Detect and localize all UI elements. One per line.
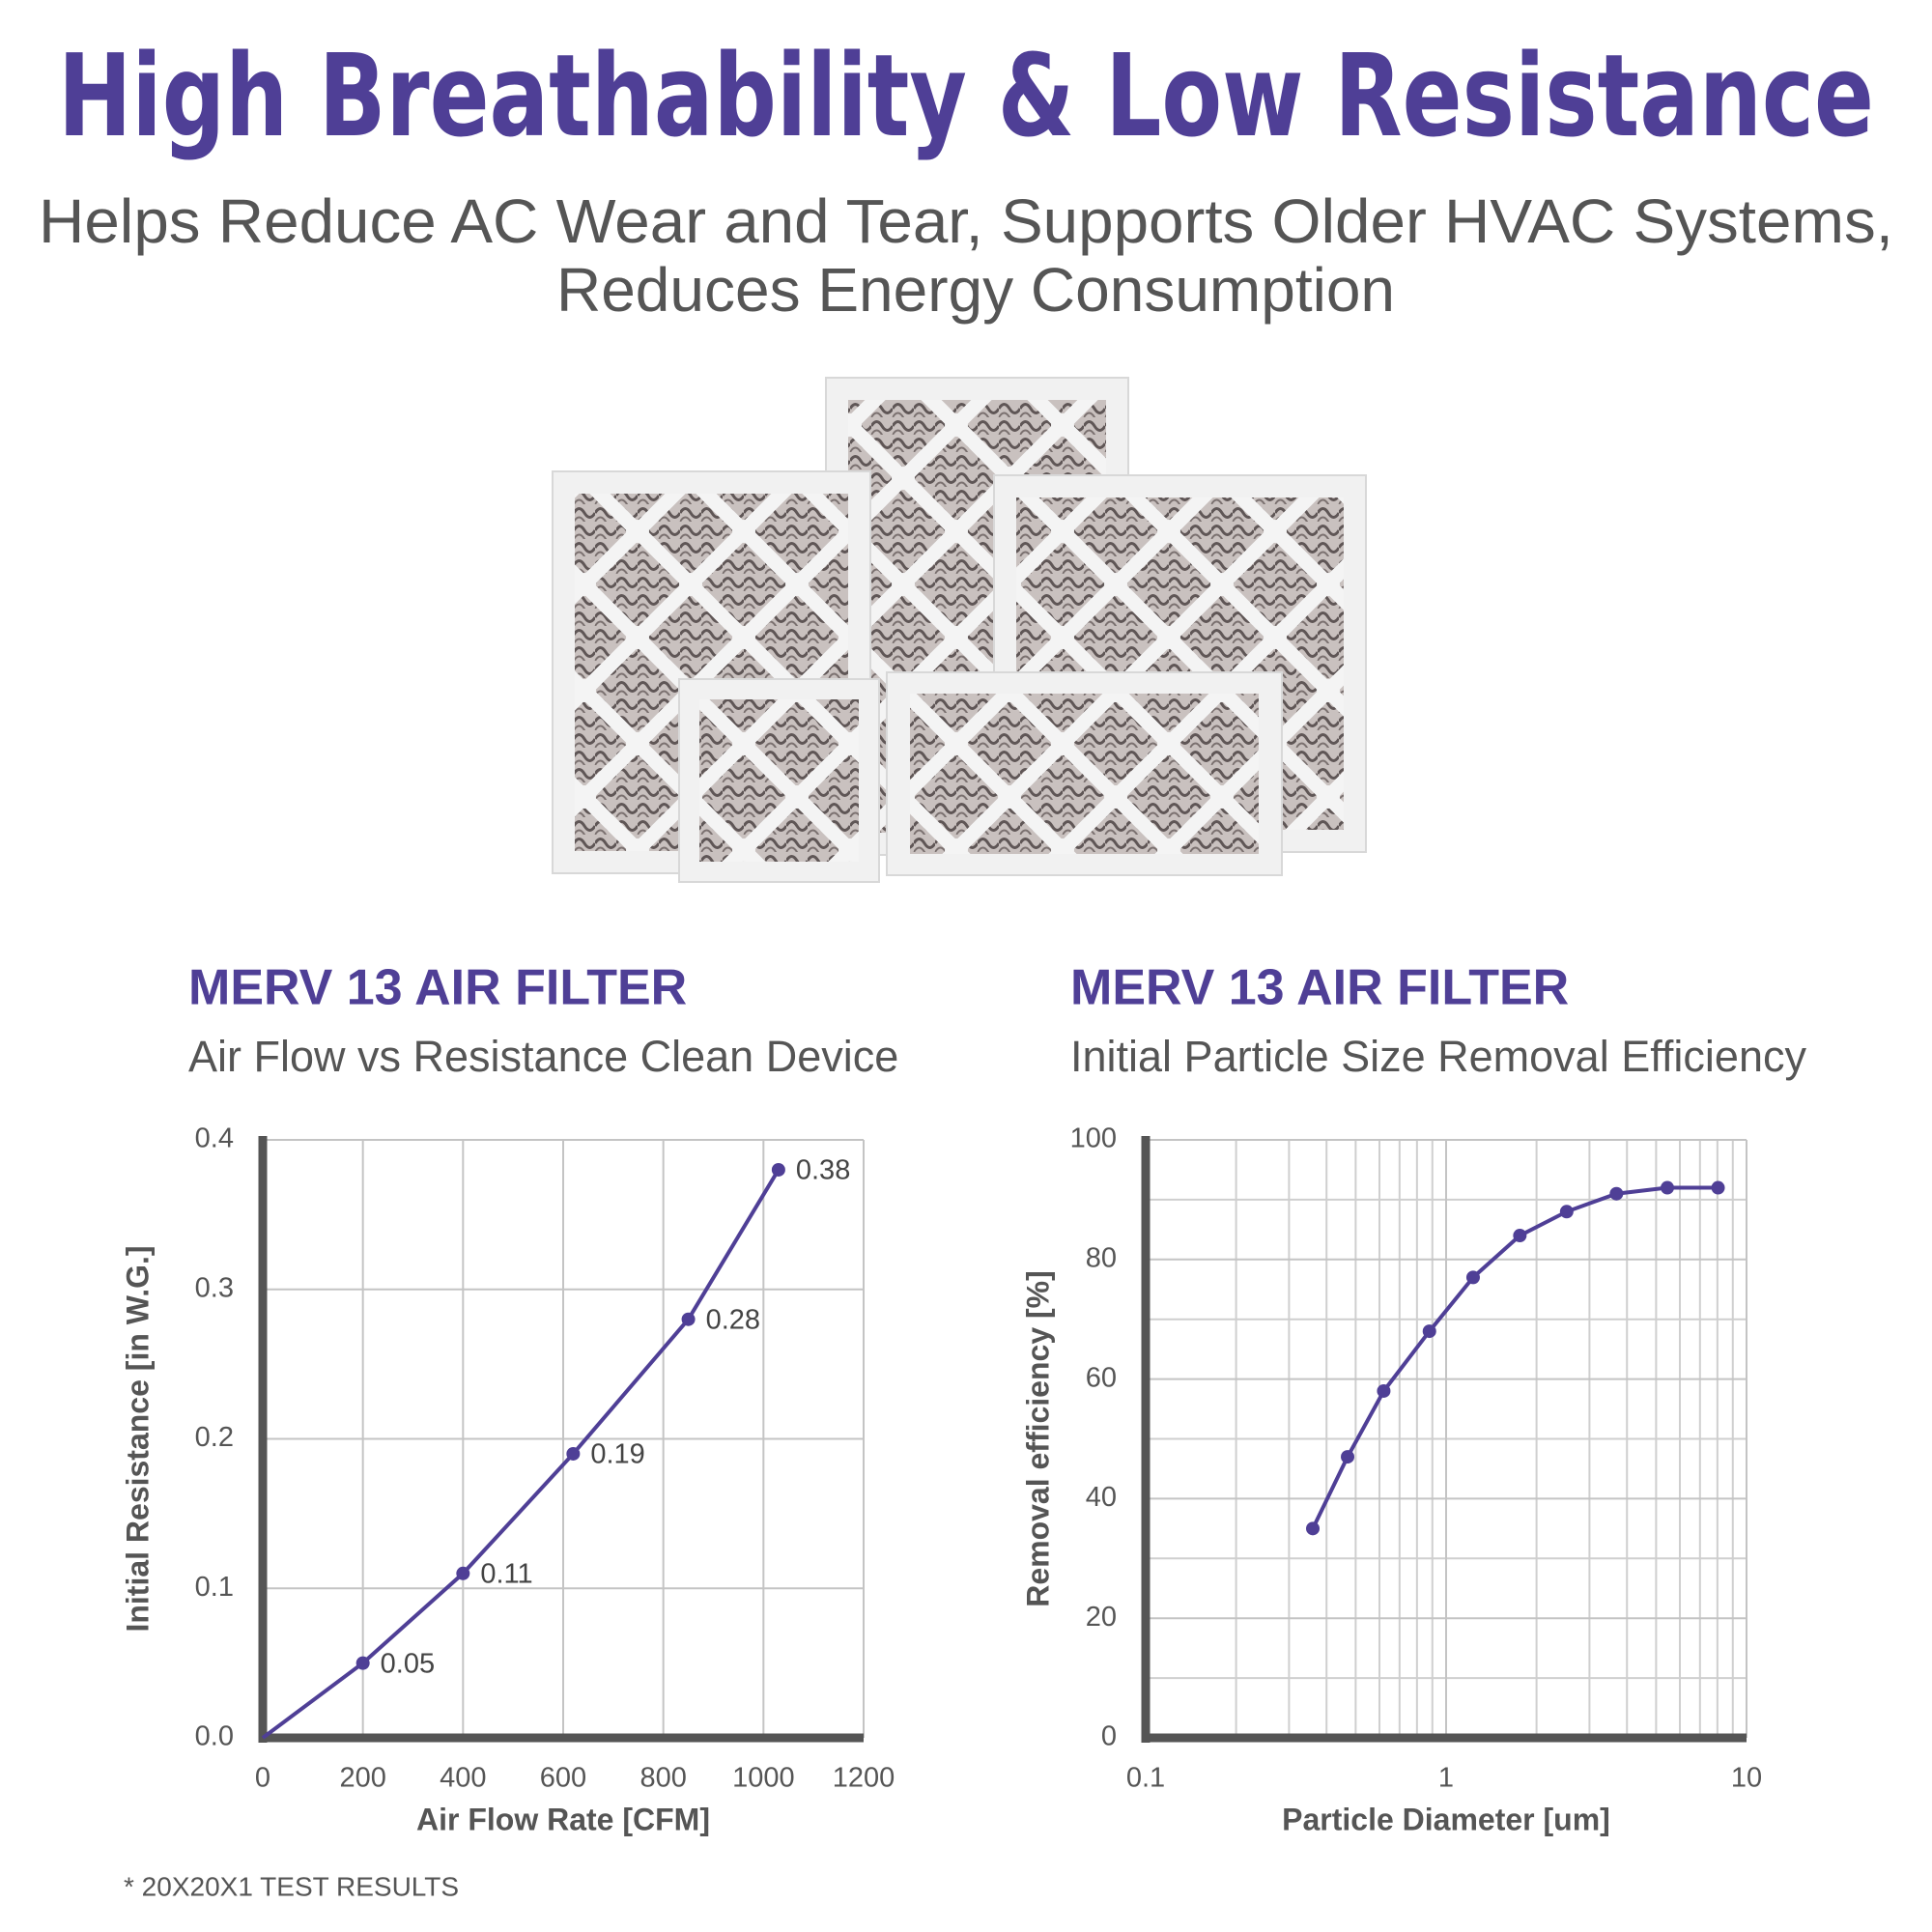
point [1306, 1521, 1321, 1536]
filter [678, 678, 880, 883]
point [681, 1312, 696, 1326]
point [355, 1656, 370, 1670]
point [456, 1566, 470, 1580]
y-tick-label: 0.3 [195, 1272, 234, 1303]
y-axis-title: Initial Resistance [in W.G.] [120, 1245, 155, 1632]
y-tick-label: 0.1 [195, 1572, 234, 1603]
x-axis-title: Particle Diameter [um] [1282, 1802, 1610, 1836]
y-tick-label: 100 [1070, 1123, 1117, 1154]
filter [886, 671, 1283, 876]
x-tick-label: 1 [1438, 1763, 1454, 1794]
x-tick-label: 1200 [833, 1763, 895, 1794]
chart-subtitle: Initial Particle Size Removal Efficiency [1070, 1032, 1806, 1081]
product-image [552, 377, 1367, 883]
point [566, 1446, 581, 1461]
x-tick-label: 600 [540, 1763, 586, 1794]
point [1377, 1383, 1391, 1398]
x-tick-label: 0.1 [1126, 1763, 1165, 1794]
point [1422, 1324, 1436, 1339]
data-label: 0.19 [590, 1439, 644, 1470]
point [1341, 1450, 1355, 1464]
x-tick-label: 400 [440, 1763, 486, 1794]
point [1609, 1186, 1624, 1201]
data-label: 0.11 [480, 1558, 532, 1589]
x-tick-label: 0 [255, 1763, 270, 1794]
point [1465, 1270, 1480, 1285]
y-axis-title: Removal efficiency [%] [1020, 1270, 1055, 1607]
point [1513, 1229, 1527, 1243]
y-tick-label: 60 [1086, 1362, 1117, 1393]
point [771, 1162, 785, 1177]
line [1311, 1185, 1719, 1530]
page-subtitle: Reduces Energy Consumption [556, 255, 1395, 325]
x-tick-label: 800 [639, 1763, 686, 1794]
x-tick-label: 1000 [732, 1763, 795, 1794]
point [1661, 1180, 1675, 1195]
page-subtitle: Helps Reduce AC Wear and Tear, Supports … [39, 186, 1893, 256]
data-label: 0.38 [796, 1155, 850, 1186]
chart-title: MERV 13 AIR FILTER [188, 960, 687, 1016]
data-label: 0.28 [706, 1304, 760, 1335]
y-tick-label: 0.4 [195, 1123, 234, 1154]
page-title: High Breathability & Low Resistance [58, 29, 1874, 162]
y-tick-label: 0.2 [195, 1422, 234, 1453]
chart-subtitle: Air Flow vs Resistance Clean Device [188, 1032, 898, 1081]
x-tick-label: 200 [339, 1763, 385, 1794]
point [1711, 1180, 1725, 1195]
y-tick-label: 0.0 [195, 1721, 234, 1752]
line [261, 1168, 781, 1740]
y-tick-label: 40 [1086, 1482, 1117, 1513]
data-label: 0.05 [381, 1648, 435, 1679]
y-tick-label: 0 [1101, 1721, 1117, 1752]
y-tick-label: 80 [1086, 1242, 1117, 1273]
point [1559, 1205, 1574, 1219]
chart-title: MERV 13 AIR FILTER [1070, 960, 1569, 1016]
footnote: * 20X20X1 TEST RESULTS [124, 1871, 459, 1901]
x-axis-title: Air Flow Rate [CFM] [416, 1802, 710, 1836]
x-tick-label: 10 [1731, 1763, 1762, 1794]
y-tick-label: 20 [1086, 1602, 1117, 1633]
